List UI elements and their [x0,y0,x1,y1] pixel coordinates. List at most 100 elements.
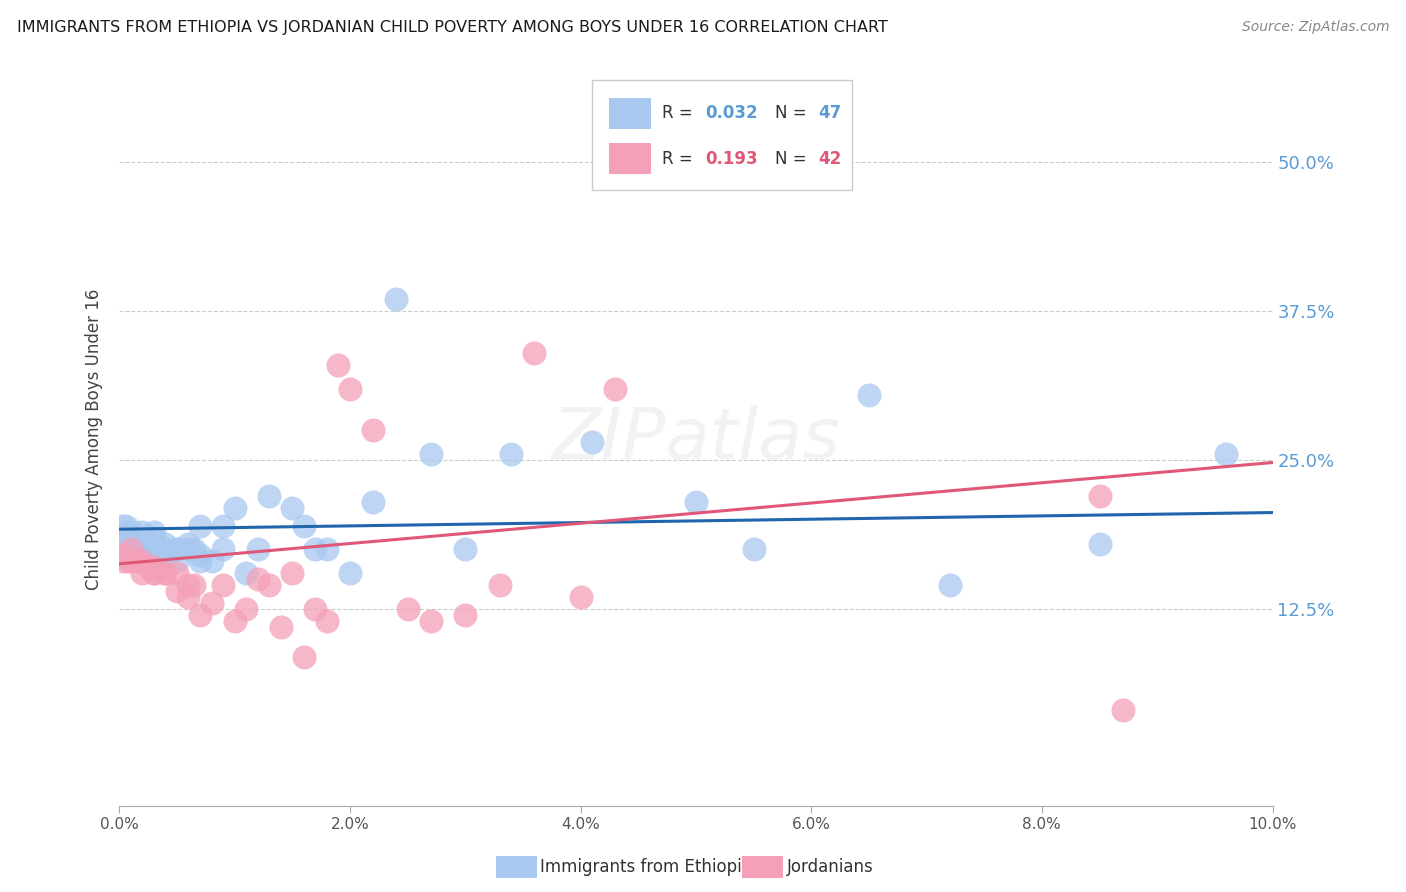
Point [281,500,304,515]
Point [142,531,165,545]
Point [339,566,361,581]
Point [270,620,292,634]
Point [155,566,177,581]
Point [120,531,142,545]
Point [155,566,177,581]
Point [224,500,246,515]
Point [200,554,222,568]
Point [501,447,523,461]
Point [110,531,132,545]
Point [235,602,257,616]
Text: 42: 42 [818,150,841,168]
Point [361,423,384,437]
Point [155,549,177,563]
Point [142,549,165,563]
Point [136,542,159,557]
Text: N =: N = [776,104,813,122]
Text: 0.032: 0.032 [706,104,758,122]
Point [246,542,269,557]
Text: R =: R = [662,150,699,168]
Point [385,293,408,307]
Point [339,382,361,396]
Point [188,607,211,622]
Point [212,578,235,592]
Point [177,542,200,557]
Point [257,489,280,503]
Point [304,542,326,557]
Y-axis label: Child Poverty Among Boys Under 16: Child Poverty Among Boys Under 16 [86,289,103,590]
Point [569,590,592,604]
Point [177,578,200,592]
Point [131,554,153,568]
Point [257,578,280,592]
Point [166,542,188,557]
Point [938,578,960,592]
Point [605,382,627,396]
Point [581,435,603,450]
Point [454,542,477,557]
Point [292,649,315,664]
Point [396,602,419,616]
Point [1088,489,1111,503]
Point [142,566,165,581]
Point [200,596,222,610]
Point [142,524,165,539]
Text: ZIPatlas: ZIPatlas [551,405,841,474]
Point [131,524,153,539]
Point [315,542,337,557]
Point [246,572,269,586]
Point [489,578,512,592]
Point [315,614,337,628]
Point [183,578,205,592]
Text: N =: N = [776,150,813,168]
Point [142,566,165,581]
Point [117,524,139,539]
Point [114,518,136,533]
Text: 47: 47 [818,104,841,122]
Point [235,566,257,581]
Point [155,542,177,557]
Point [304,602,326,616]
Point [1215,447,1237,461]
Point [328,358,350,372]
Point [281,566,304,581]
Point [155,536,177,550]
Point [120,554,142,568]
Text: R =: R = [662,104,699,122]
Point [110,542,132,557]
Point [166,542,188,557]
FancyBboxPatch shape [609,144,651,174]
Point [142,560,165,574]
Point [166,554,188,568]
Point [131,566,153,581]
FancyBboxPatch shape [592,80,852,190]
Text: 0.193: 0.193 [706,150,758,168]
Point [120,542,142,557]
Point [523,346,546,360]
Point [188,518,211,533]
Point [131,542,153,557]
Point [112,549,135,563]
Point [419,447,441,461]
Point [454,607,477,622]
Point [136,560,159,574]
Point [188,554,211,568]
Point [115,554,138,568]
Point [419,614,441,628]
Point [183,542,205,557]
Point [177,536,200,550]
Point [742,542,765,557]
Point [125,554,148,568]
Point [166,566,188,581]
Point [188,549,211,563]
Point [177,590,200,604]
Point [125,536,148,550]
Point [212,518,235,533]
Point [224,614,246,628]
Point [292,518,315,533]
Point [685,495,707,509]
Text: Immigrants from Ethiopia: Immigrants from Ethiopia [540,858,752,876]
Text: Source: ZipAtlas.com: Source: ZipAtlas.com [1241,20,1389,34]
Point [361,495,384,509]
Text: Jordanians: Jordanians [787,858,875,876]
